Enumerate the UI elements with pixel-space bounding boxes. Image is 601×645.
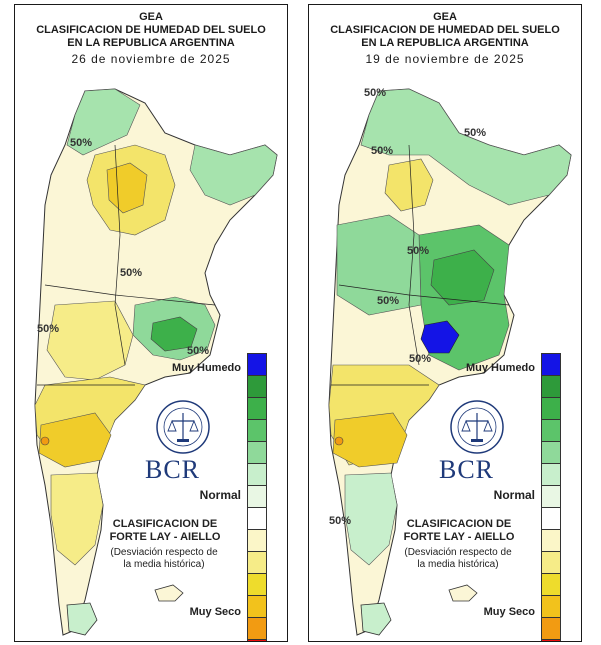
region-patagonia-dry-core <box>332 412 408 468</box>
percent-contour-label: 50% <box>364 87 387 99</box>
deviation-note-line1: (Desviación respecto de <box>110 547 218 558</box>
legend-swatch <box>247 376 267 398</box>
legend-swatch <box>541 464 561 486</box>
malvinas-islands <box>154 584 184 602</box>
legend-color-scale <box>247 353 267 641</box>
legend-swatch <box>247 618 267 640</box>
legend-swatch <box>247 596 267 618</box>
legend-swatch <box>541 398 561 420</box>
map-title-line2: CLASIFICACION DE HUMEDAD DEL SUELO <box>36 24 266 36</box>
legend-label-normal: Normal <box>199 488 241 502</box>
bcr-logo: BCR <box>439 455 495 484</box>
legend-label-very-wet: Muy Humedo <box>465 362 535 374</box>
legend-label-very-wet: Muy Humedo <box>171 362 241 374</box>
region-central-dry <box>46 300 134 381</box>
tierra-del-fuego <box>360 602 392 636</box>
region-patagonia-dry-core <box>38 412 112 468</box>
legend-swatch <box>541 376 561 398</box>
bcr-seal-icon <box>156 400 210 454</box>
legend-swatch <box>247 530 267 552</box>
argentina-map-right <box>328 88 572 636</box>
legend-swatch <box>247 574 267 596</box>
legend-swatch <box>541 353 561 376</box>
map-date: 19 de noviembre de 2025 <box>365 52 525 66</box>
percent-contour-label: 50% <box>120 267 143 279</box>
map-title-line3: EN LA REPUBLICA ARGENTINA <box>67 37 235 49</box>
legend-swatch <box>247 464 267 486</box>
percent-contour-label: 50% <box>464 127 487 139</box>
percent-contour-label: 50% <box>377 295 400 307</box>
legend-swatch <box>247 442 267 464</box>
region-south-light <box>50 472 104 566</box>
map-date: 26 de noviembre de 2025 <box>71 52 231 66</box>
legend-color-scale <box>541 353 561 641</box>
deviation-note-line2: la media histórica) <box>417 559 499 570</box>
legend-swatch <box>541 618 561 640</box>
bcr-logo: BCR <box>145 455 201 484</box>
legend-swatch <box>247 552 267 574</box>
region-east-wet-core <box>430 249 495 306</box>
region-east-wet-core <box>150 316 198 352</box>
map-title-line1: GEA <box>433 11 457 23</box>
region-north-green <box>360 88 572 206</box>
legend-swatch <box>247 353 267 376</box>
legend-swatch <box>541 442 561 464</box>
percent-contour-label: 50% <box>70 137 93 149</box>
legend-label-very-dry: Muy Seco <box>189 606 241 618</box>
percent-contour-label: 50% <box>329 515 352 527</box>
province-borders-2 <box>44 284 216 306</box>
deviation-note-line1: (Desviación respecto de <box>404 547 512 558</box>
legend-swatch <box>247 508 267 530</box>
tierra-del-fuego <box>66 602 98 636</box>
region-ne-green <box>189 144 278 206</box>
province-borders-2 <box>338 284 510 306</box>
very-dry-spot <box>40 436 50 446</box>
region-north-dry <box>384 158 434 212</box>
soil-moisture-map-panel-left: GEA CLASIFICACION DE HUMEDAD DEL SUELO E… <box>14 4 288 642</box>
legend-swatch <box>247 398 267 420</box>
region-very-wet <box>420 320 460 354</box>
very-dry-spot <box>334 436 344 446</box>
classification-title-line2: FORTE LAY - AIELLO <box>403 531 515 543</box>
legend-swatch <box>541 530 561 552</box>
legend-label-very-dry: Muy Seco <box>483 606 535 618</box>
map-title-line3: EN LA REPUBLICA ARGENTINA <box>361 37 529 49</box>
legend-swatch <box>541 552 561 574</box>
deviation-note-line2: la media histórica) <box>123 559 205 570</box>
legend-swatch <box>247 420 267 442</box>
region-nw-green <box>66 88 141 156</box>
legend-swatch <box>541 574 561 596</box>
percent-contour-label: 50% <box>409 353 432 365</box>
bcr-seal-icon <box>450 400 504 454</box>
map-title-line1: GEA <box>139 11 163 23</box>
legend-swatch <box>541 508 561 530</box>
classification-title-line1: CLASIFICACION DE <box>112 518 218 530</box>
soil-moisture-map-panel-right: GEA CLASIFICACION DE HUMEDAD DEL SUELO E… <box>308 4 582 642</box>
legend-swatch <box>247 640 267 641</box>
legend-swatch <box>541 640 561 641</box>
malvinas-islands <box>448 584 478 602</box>
legend-swatch <box>247 486 267 508</box>
legend-label-normal: Normal <box>493 488 535 502</box>
percent-contour-label: 50% <box>187 345 210 357</box>
percent-contour-label: 50% <box>37 323 60 335</box>
classification-title-line2: FORTE LAY - AIELLO <box>109 531 221 543</box>
province-borders <box>114 144 126 366</box>
legend-swatch <box>541 420 561 442</box>
argentina-map-left <box>34 88 278 636</box>
percent-contour-label: 50% <box>407 245 430 257</box>
region-west-green <box>336 214 422 316</box>
legend-swatch <box>541 486 561 508</box>
region-south-green <box>344 472 398 566</box>
map-title-line2: CLASIFICACION DE HUMEDAD DEL SUELO <box>330 24 560 36</box>
legend-swatch <box>541 596 561 618</box>
province-borders <box>408 144 420 366</box>
percent-contour-label: 50% <box>371 145 394 157</box>
classification-title-line1: CLASIFICACION DE <box>406 518 512 530</box>
